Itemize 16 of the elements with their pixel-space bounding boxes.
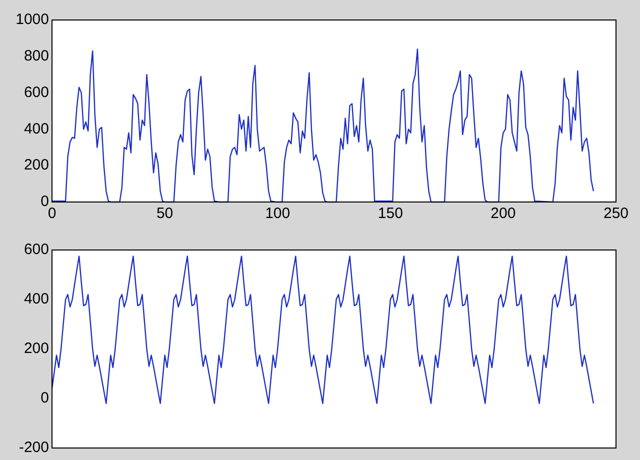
y-tick-label: 0 [40,193,49,210]
y-tick-label: 200 [24,156,49,174]
y-tick-label: 200 [24,340,49,358]
y-tick-label: 600 [24,84,49,101]
y-tick-label: 800 [24,48,49,65]
y-tick-label: 0 [40,390,49,407]
x-tick-label: 200 [490,205,516,222]
y-tick-label: -200 [18,439,49,456]
x-tick-label: 250 [603,205,629,222]
x-tick-label: 150 [378,205,403,222]
y-tick-label: 1000 [16,11,49,28]
x-tick-label: 50 [156,205,174,222]
y-tick-label: 600 [24,241,49,258]
y-tick-label: 400 [24,290,49,308]
x-tick-label: 100 [265,205,290,222]
y-tick-label: 400 [24,120,49,138]
